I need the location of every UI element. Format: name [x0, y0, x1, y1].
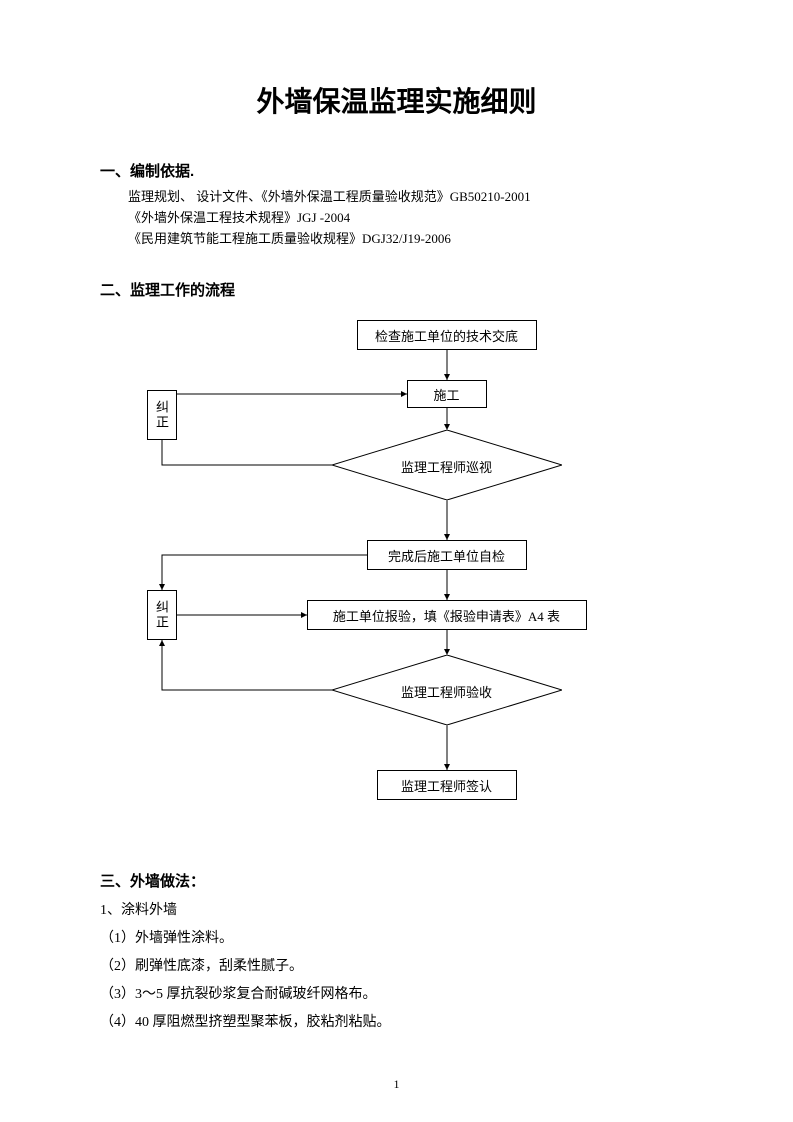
flow-node-check-tech: 检查施工单位的技术交底 — [357, 320, 537, 350]
s3-item-3: （3）3～5 厚抗裂砂浆复合耐碱玻纤网格布。 — [100, 981, 693, 1009]
flow-node-acceptance-label: 监理工程师验收 — [332, 682, 562, 701]
page-number: 1 — [0, 1077, 793, 1092]
flow-node-correct-1: 纠正 — [147, 390, 177, 440]
flow-node-inspect-label: 监理工程师巡视 — [332, 457, 562, 476]
section-3-sub: 1、涂料外墙 — [100, 897, 693, 925]
flow-node-inspect: 监理工程师巡视 — [332, 430, 562, 500]
flow-node-construction: 施工 — [407, 380, 487, 408]
section-2: 二、监理工作的流程 检查施工单位的技术交底 施工 监理工程师巡视 完成后施工单位… — [100, 279, 693, 850]
section-3-heading: 三、外墙做法： — [100, 870, 693, 891]
flow-node-report: 施工单位报验，填《报验申请表》A4 表 — [307, 600, 587, 630]
flow-node-self-check: 完成后施工单位自检 — [367, 540, 527, 570]
flow-node-acceptance: 监理工程师验收 — [332, 655, 562, 725]
s3-item-1: （1）外墙弹性涂料。 — [100, 925, 693, 953]
basis-line-2: 《外墙外保温工程技术规程》JGJ -2004 — [128, 208, 693, 229]
basis-line-1: 监理规划、 设计文件、《外墙外保温工程质量验收规范》GB50210-2001 — [128, 187, 693, 208]
basis-line-3: 《民用建筑节能工程施工质量验收规程》DGJ32/J19-2006 — [128, 229, 693, 250]
s3-item-4: （4）40 厚阻燃型挤塑型聚苯板，胶粘剂粘贴。 — [100, 1009, 693, 1037]
flowchart: 检查施工单位的技术交底 施工 监理工程师巡视 完成后施工单位自检 施工单位报验，… — [117, 320, 677, 850]
s3-item-2: （2）刷弹性底漆，刮柔性腻子。 — [100, 953, 693, 981]
flow-node-correct-2: 纠正 — [147, 590, 177, 640]
section-1: 一、编制依据. 监理规划、 设计文件、《外墙外保温工程质量验收规范》GB5021… — [100, 160, 693, 249]
section-3: 三、外墙做法： 1、涂料外墙 （1）外墙弹性涂料。 （2）刷弹性底漆，刮柔性腻子… — [100, 870, 693, 1037]
section-2-heading: 二、监理工作的流程 — [100, 279, 693, 300]
flow-node-sign: 监理工程师签认 — [377, 770, 517, 800]
section-1-heading: 一、编制依据. — [100, 160, 693, 181]
page-title: 外墙保温监理实施细则 — [100, 80, 693, 120]
